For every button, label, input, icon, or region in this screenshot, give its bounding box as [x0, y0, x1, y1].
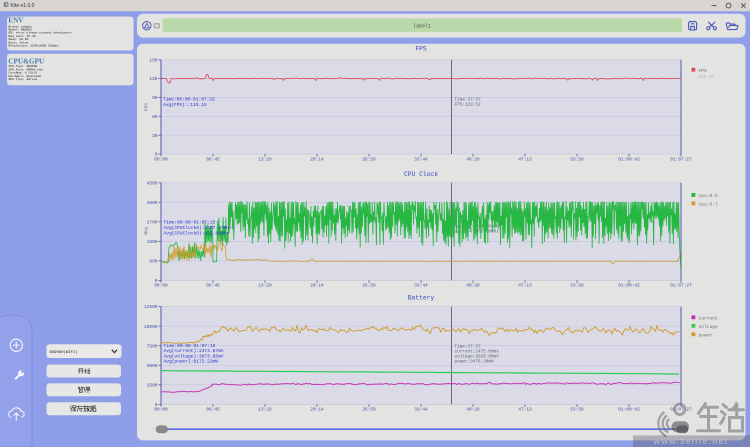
svg-text:Kite-v1.0.0: Kite-v1.0.0 [11, 3, 35, 9]
svg-text:30: 30 [152, 133, 158, 139]
svg-text:26:59: 26:59 [362, 283, 376, 289]
svg-text:Brand: common: Brand: common [9, 24, 33, 28]
svg-text:Root: false: Root: false [9, 40, 29, 44]
svg-text:10000: 10000 [144, 324, 158, 330]
svg-text:cpu:0-5:2841.00MHz: cpu:0-5:2841.00MHz [455, 224, 502, 229]
svg-text:33:44: 33:44 [414, 156, 428, 162]
svg-text:01:00:42: 01:00:42 [618, 283, 640, 289]
svg-text:33:44: 33:44 [414, 407, 428, 413]
svg-text:Avg(voltage):3873.85mV: Avg(voltage):3873.85mV [164, 353, 224, 359]
svg-text:Avg(power):9172.22mW: Avg(power):9172.22mW [164, 359, 219, 365]
svg-text:12500: 12500 [144, 304, 158, 310]
svg-text:00:00: 00:00 [154, 407, 168, 413]
svg-text:119.76: 119.76 [699, 76, 715, 80]
svg-text:Avg(CPUClock0):2607.77MHz: Avg(CPUClock0):2607.77MHz [164, 225, 232, 231]
svg-text:2500: 2500 [147, 382, 158, 388]
svg-text:power:9476.30mW: power:9476.30mW [455, 360, 494, 365]
svg-text:www.3elife.net: www.3elife.net [653, 437, 729, 446]
svg-text:20:14: 20:14 [310, 156, 324, 162]
svg-text:current: current [699, 316, 719, 322]
svg-text:47:13: 47:13 [518, 407, 532, 413]
svg-text:GPU Type: adreno: GPU Type: adreno [9, 77, 38, 81]
svg-text:33:44: 33:44 [414, 283, 428, 289]
svg-text:53:58: 53:58 [570, 156, 584, 162]
svg-text:ENV: ENV [8, 17, 24, 25]
svg-text:90: 90 [152, 95, 158, 101]
svg-text:CPU Clock: CPU Clock [404, 171, 438, 178]
svg-text:current:2475.00mA: current:2475.00mA [455, 350, 500, 355]
svg-text:CPU Type: SM8650: CPU Type: SM8650 [9, 65, 38, 68]
svg-text:FPS:119.52: FPS:119.52 [455, 103, 481, 108]
svg-text:cpu:6-7: cpu:6-7 [699, 202, 719, 208]
svg-text:20:14: 20:14 [310, 407, 324, 413]
svg-text:01:00:42: 01:00:42 [618, 156, 640, 162]
svg-text:06:45: 06:45 [206, 283, 220, 289]
svg-text:40:28: 40:28 [466, 407, 480, 413]
svg-text:FPS: FPS [145, 103, 150, 111]
svg-text:FPS: FPS [415, 46, 427, 53]
svg-text:40:28: 40:28 [466, 156, 480, 162]
svg-text:Avg(CPUClock6):822.60MHz: Avg(CPUClock6):822.60MHz [164, 230, 230, 236]
svg-text:Battery: Battery [408, 295, 435, 302]
svg-text:CPU&GPU: CPU&GPU [8, 57, 45, 65]
svg-text:voltage: voltage [699, 324, 719, 330]
svg-text:3600: 3600 [147, 200, 158, 206]
svg-text:13:29: 13:29 [258, 407, 272, 413]
svg-text:00:00: 00:00 [154, 283, 168, 289]
svg-text:cpu:0-5: cpu:0-5 [699, 193, 719, 199]
svg-text:00:00: 00:00 [154, 156, 168, 162]
svg-text:FPS: FPS [699, 68, 708, 74]
svg-text:01:00:42: 01:00:42 [618, 407, 640, 413]
svg-text:Resolution: 1234x2800 520dpi: Resolution: 1234x2800 520dpi [9, 44, 60, 48]
svg-text:CoreNum: 8 (6+2): CoreNum: 8 (6+2) [9, 71, 38, 75]
svg-text:26:59: 26:59 [362, 407, 376, 413]
svg-text:Hardware: Qualcomm: Hardware: Qualcomm [9, 74, 42, 78]
svg-text:60: 60 [152, 114, 158, 120]
svg-text:Avg(FPS)::119.19: Avg(FPS)::119.19 [163, 102, 207, 108]
svg-text:0: 0 [155, 402, 158, 408]
svg-text:150: 150 [149, 57, 157, 63]
svg-text:Avg(current):2374.67mA: Avg(current):2374.67mA [164, 348, 224, 354]
svg-text:13:29: 13:29 [258, 156, 272, 162]
svg-text:Model: BN0092: Model: BN0092 [9, 28, 33, 32]
svg-text:06:45: 06:45 [206, 407, 220, 413]
svg-text:2700: 2700 [147, 219, 158, 225]
svg-text:0: 0 [155, 152, 158, 158]
svg-text:26:59: 26:59 [362, 156, 376, 162]
svg-text:0: 0 [155, 278, 158, 284]
svg-text:53:58: 53:58 [570, 283, 584, 289]
svg-text:53:58: 53:58 [570, 407, 584, 413]
svg-text:01:07:27: 01:07:27 [670, 407, 692, 413]
svg-text:01:07:27: 01:07:27 [670, 156, 692, 162]
svg-text:900: 900 [149, 259, 157, 265]
svg-text:40:28: 40:28 [466, 283, 480, 289]
svg-text:Time:00:00-01:07:15: Time:00:00-01:07:15 [164, 343, 216, 349]
svg-text:MHz: MHz [145, 226, 150, 234]
svg-text:Time:00:00-01:07:15: Time:00:00-01:07:15 [163, 97, 215, 103]
svg-text:Time:37:37: Time:37:37 [455, 345, 481, 350]
svg-text:06:45: 06:45 [206, 156, 220, 162]
svg-text:47:13: 47:13 [518, 283, 532, 289]
svg-text:01:07:27: 01:07:27 [670, 283, 692, 289]
svg-text:voltage:3920.00mV: voltage:3920.00mV [455, 355, 500, 360]
svg-text:NX9090(WIFI): NX9090(WIFI) [50, 350, 78, 355]
svg-text:7500: 7500 [147, 343, 158, 349]
svg-text:20:14: 20:14 [310, 283, 324, 289]
svg-text:120: 120 [149, 76, 157, 82]
svg-text:Time:37:37: Time:37:37 [455, 98, 481, 103]
svg-text:13:29: 13:29 [258, 283, 272, 289]
svg-text:1800: 1800 [147, 239, 158, 245]
svg-text:Time:00:00-01:07:15: Time:00:00-01:07:15 [164, 220, 216, 226]
svg-text:CPU Arch: ARM64_v8a: CPU Arch: ARM64_v8a [9, 67, 43, 71]
svg-text:Ram size: 15.4G: Ram size: 15.4G [9, 34, 36, 38]
svg-text:Swap: 12.5G: Swap: 12.5G [9, 38, 29, 41]
svg-text:OS: error please contact devel: OS: error please contact developers [9, 31, 72, 35]
svg-text:label1: label1 [413, 24, 431, 30]
svg-text:4500: 4500 [147, 180, 158, 186]
svg-text:47:13: 47:13 [518, 156, 532, 162]
svg-text:5000: 5000 [147, 363, 158, 369]
svg-text:power: power [699, 334, 713, 339]
